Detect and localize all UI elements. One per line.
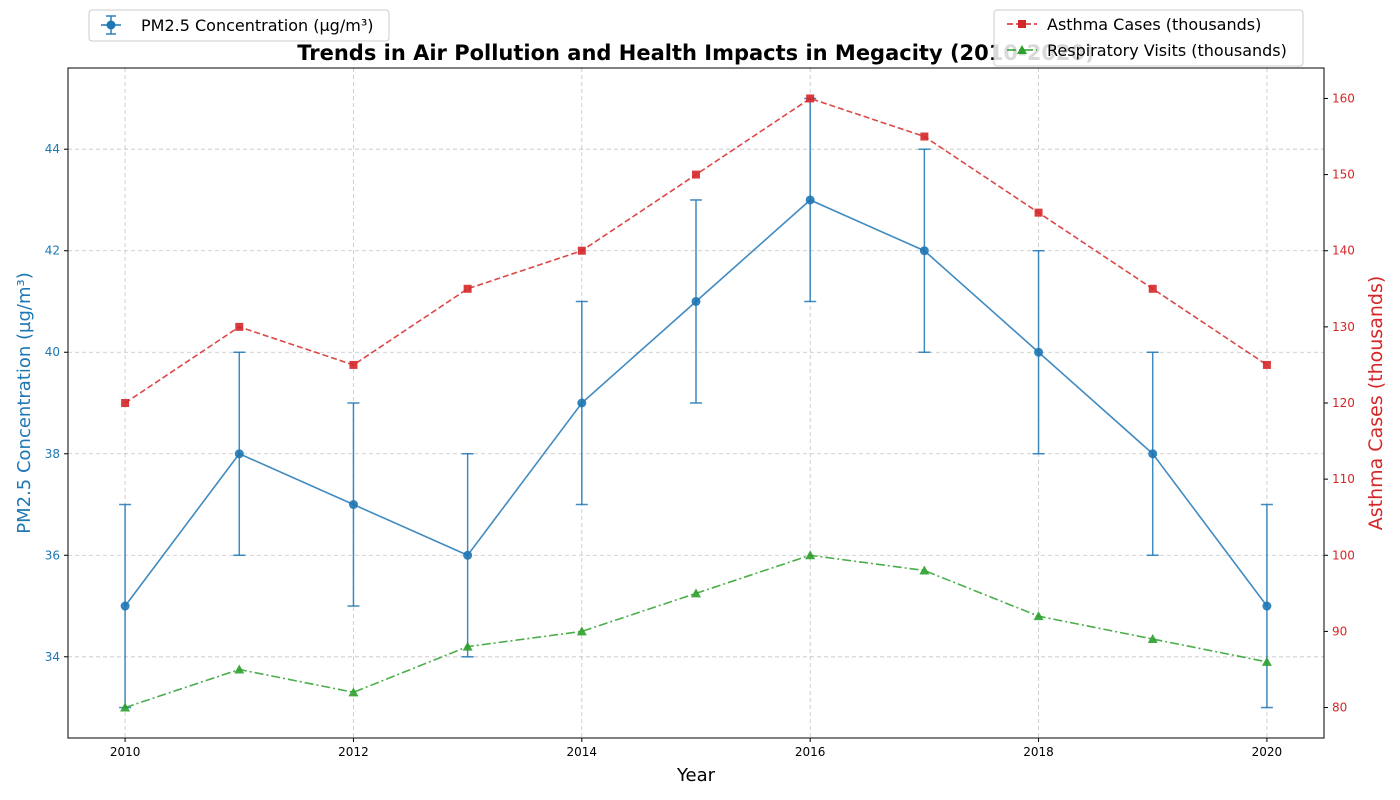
data-point <box>1034 208 1043 217</box>
legend-right: Asthma Cases (thousands) Respiratory Vis… <box>993 9 1304 67</box>
legend-left-frame <box>88 9 390 42</box>
legend-key-respiratory <box>1007 45 1037 54</box>
data-point <box>919 246 929 256</box>
data-point <box>462 641 473 651</box>
legend-right-frame <box>993 9 1304 67</box>
legend-label-asthma: Asthma Cases (thousands) <box>1047 15 1261 34</box>
x-tick-label: 2012 <box>338 745 369 759</box>
series-1 <box>121 94 1271 407</box>
x-tick-label: 2010 <box>110 745 141 759</box>
data-point <box>576 626 587 636</box>
y-left-tick-label: 42 <box>45 244 60 258</box>
legend-left: PM2.5 Concentration (µg/m³) <box>88 9 390 42</box>
data-point <box>1033 611 1044 621</box>
data-point <box>1147 634 1158 644</box>
data-point <box>235 322 244 331</box>
data-point <box>805 550 816 560</box>
data-point <box>919 565 930 575</box>
x-tick-label: 2018 <box>1023 745 1054 759</box>
data-point <box>234 449 244 459</box>
data-point <box>120 702 131 712</box>
data-point <box>1034 347 1044 357</box>
data-point <box>920 132 929 141</box>
y-left-tick-label: 40 <box>45 345 60 359</box>
data-point <box>121 399 130 407</box>
data-point <box>1262 360 1271 369</box>
x-tick-label: 2016 <box>795 745 826 759</box>
y-left-tick-label: 44 <box>45 142 60 156</box>
y-right-tick-label: 80 <box>1332 701 1347 715</box>
y-left-tick-label: 36 <box>45 548 60 562</box>
series-2 <box>120 550 1272 712</box>
y-right-tick-label: 120 <box>1332 396 1355 410</box>
data-point <box>349 360 358 369</box>
x-tick-label: 2020 <box>1252 745 1283 759</box>
y-left-tick-label: 34 <box>45 650 60 664</box>
data-point <box>1148 284 1157 293</box>
data-point <box>692 170 700 179</box>
y-axis-left-label: PM2.5 Concentration (µg/m³) <box>14 272 35 534</box>
y-right-tick-label: 150 <box>1332 168 1355 182</box>
y-left-tick-label: 38 <box>45 447 60 461</box>
y-right-tick-label: 90 <box>1332 624 1347 638</box>
y-right-tick-label: 140 <box>1332 244 1355 258</box>
data-point <box>234 664 245 674</box>
data-point <box>348 500 358 510</box>
y-right-tick-label: 110 <box>1332 472 1355 486</box>
series-0 <box>119 97 1273 709</box>
y-right-tick-label: 130 <box>1332 320 1355 334</box>
data-point <box>691 296 701 306</box>
data-point <box>1148 449 1158 459</box>
y-right-tick-label: 100 <box>1332 548 1355 562</box>
y-right-tick-label: 160 <box>1332 91 1355 105</box>
chart-title: Trends in Air Pollution and Health Impac… <box>297 41 1095 65</box>
data-point <box>463 284 472 293</box>
data-point <box>120 601 130 611</box>
y-axis-right-label: Asthma Cases (thousands) <box>1365 276 1387 531</box>
data-point <box>805 195 815 205</box>
x-tick-label: 2014 <box>567 745 598 759</box>
series-line <box>124 554 1268 709</box>
data-point <box>1262 601 1272 611</box>
legend-key-pm25 <box>101 15 121 35</box>
legend-key-asthma <box>1007 20 1037 28</box>
data-point <box>691 588 701 598</box>
data-point <box>577 398 587 408</box>
data-point <box>806 94 815 103</box>
legend-label-respiratory: Respiratory Visits (thousands) <box>1047 41 1287 60</box>
grid <box>68 68 1324 738</box>
legend-label-pm25: PM2.5 Concentration (µg/m³) <box>141 16 373 35</box>
x-axis-label: Year <box>676 765 716 786</box>
data-point <box>348 687 359 697</box>
data-point <box>463 550 473 560</box>
data-point <box>1261 656 1272 666</box>
data-point <box>577 246 586 255</box>
series-layer <box>119 94 1273 712</box>
axes: 2010 2012 2014 2016 2018 2020 34 36 38 40 42 44 80 90… <box>45 91 1355 759</box>
